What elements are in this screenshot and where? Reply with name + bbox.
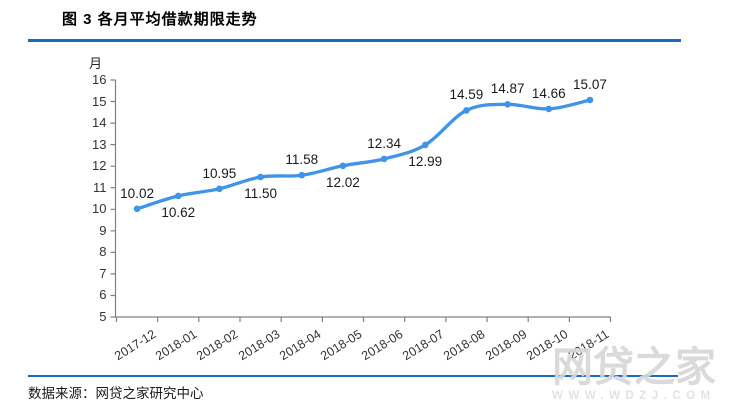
data-point-marker: [257, 173, 264, 181]
data-point-label: 12.34: [367, 135, 401, 151]
data-point-label: 10.02: [120, 185, 154, 201]
bottom-divider: [28, 375, 678, 377]
series-line: [135, 98, 592, 211]
data-point-label: 11.50: [244, 185, 277, 201]
data-point-label: 12.02: [326, 174, 360, 190]
data-point-label: 14.66: [531, 85, 566, 101]
data-point-marker: [380, 155, 388, 163]
data-point-marker: [216, 185, 223, 193]
y-tick-label: 9: [99, 222, 107, 238]
y-tick-label: 14: [92, 115, 107, 131]
data-point-marker: [545, 105, 553, 113]
data-point-label: 14.87: [490, 81, 525, 97]
data-point-label: 15.07: [573, 77, 607, 93]
y-tick-label: 6: [99, 287, 107, 303]
data-point-marker: [463, 107, 470, 114]
data-point-label: 14.59: [449, 87, 484, 103]
y-tick-label: 16: [92, 72, 107, 87]
y-tick-label: 11: [93, 179, 107, 195]
data-point-marker: [422, 141, 429, 149]
y-tick-label: 10: [92, 201, 107, 217]
axes: [110, 79, 612, 322]
top-divider: [28, 39, 681, 42]
data-point-label: 10.95: [202, 165, 237, 181]
y-tick-label: 13: [92, 136, 107, 152]
data-point-marker: [298, 171, 306, 179]
y-tick-label: 7: [99, 265, 107, 281]
watermark-url-text: WWW.WDZJ.COM: [552, 390, 716, 402]
y-tick-label: 15: [92, 93, 107, 109]
y-tick-label: 12: [92, 158, 107, 174]
y-tick-label: 5: [99, 309, 107, 324]
data-point-marker: [175, 192, 182, 200]
data-point-marker: [586, 96, 594, 104]
y-axis-unit-label: 月: [89, 56, 103, 71]
data-point-label: 11.58: [285, 152, 319, 168]
y-tick-label: 8: [99, 244, 107, 260]
watermark-brand-text: 网贷之家: [552, 344, 716, 390]
data-point-label: 10.62: [161, 204, 196, 220]
data-point-marker: [133, 205, 141, 213]
watermark: 网贷之家 WWW.WDZJ.COM: [552, 344, 716, 403]
data-point-marker: [504, 101, 511, 108]
data-point-marker: [339, 162, 347, 170]
data-point-label: 12.99: [408, 153, 443, 169]
data-source-note: 数据来源：网贷之家研究中心: [28, 386, 204, 401]
chart-title: 图 3 各月平均借款期限走势: [62, 11, 258, 28]
